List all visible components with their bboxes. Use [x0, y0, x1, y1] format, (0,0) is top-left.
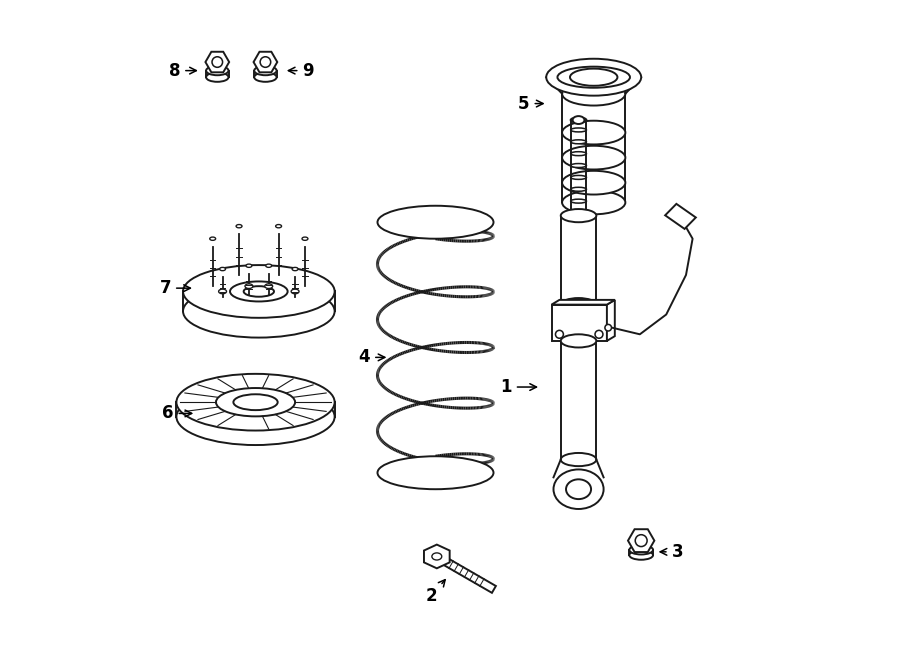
- Ellipse shape: [571, 140, 587, 144]
- Ellipse shape: [219, 289, 227, 294]
- Text: 7: 7: [159, 279, 191, 297]
- Ellipse shape: [206, 73, 229, 82]
- Text: 5: 5: [518, 95, 543, 113]
- Ellipse shape: [561, 453, 597, 466]
- Polygon shape: [552, 300, 615, 305]
- Polygon shape: [424, 545, 450, 568]
- Ellipse shape: [266, 264, 272, 267]
- Ellipse shape: [291, 289, 299, 294]
- Ellipse shape: [571, 199, 587, 203]
- Text: 6: 6: [162, 404, 192, 422]
- Ellipse shape: [562, 82, 626, 105]
- Ellipse shape: [275, 224, 282, 228]
- Ellipse shape: [302, 237, 308, 240]
- Circle shape: [555, 330, 563, 338]
- Ellipse shape: [210, 237, 216, 240]
- Ellipse shape: [292, 267, 298, 271]
- Ellipse shape: [571, 128, 587, 132]
- Text: 3: 3: [661, 543, 683, 561]
- Ellipse shape: [571, 164, 587, 167]
- Text: 4: 4: [358, 348, 385, 366]
- Ellipse shape: [571, 175, 587, 179]
- Ellipse shape: [571, 117, 587, 122]
- Ellipse shape: [557, 67, 630, 88]
- Ellipse shape: [233, 395, 278, 410]
- Ellipse shape: [432, 553, 442, 560]
- Ellipse shape: [183, 285, 335, 338]
- Ellipse shape: [244, 286, 274, 297]
- Circle shape: [605, 324, 611, 331]
- Ellipse shape: [254, 73, 276, 82]
- Ellipse shape: [546, 59, 641, 95]
- Circle shape: [595, 330, 603, 338]
- Ellipse shape: [265, 284, 273, 289]
- Polygon shape: [607, 300, 615, 341]
- Ellipse shape: [206, 66, 229, 75]
- Ellipse shape: [566, 479, 591, 499]
- Ellipse shape: [562, 191, 626, 214]
- Ellipse shape: [246, 264, 252, 267]
- Ellipse shape: [571, 152, 587, 156]
- Circle shape: [260, 57, 271, 68]
- Ellipse shape: [554, 469, 604, 509]
- Ellipse shape: [562, 171, 626, 195]
- Ellipse shape: [377, 206, 493, 239]
- Ellipse shape: [176, 389, 335, 445]
- FancyBboxPatch shape: [552, 305, 607, 341]
- Ellipse shape: [561, 334, 597, 348]
- Ellipse shape: [254, 66, 276, 75]
- Polygon shape: [435, 553, 496, 593]
- Ellipse shape: [220, 267, 226, 271]
- Ellipse shape: [562, 146, 626, 169]
- Ellipse shape: [570, 69, 617, 86]
- Ellipse shape: [562, 120, 626, 144]
- Ellipse shape: [561, 209, 597, 222]
- Circle shape: [212, 57, 222, 68]
- Circle shape: [635, 535, 647, 547]
- Ellipse shape: [216, 388, 295, 416]
- Ellipse shape: [629, 551, 653, 560]
- Text: 9: 9: [288, 62, 314, 79]
- Ellipse shape: [236, 224, 242, 228]
- Ellipse shape: [230, 281, 288, 301]
- Ellipse shape: [571, 187, 587, 191]
- Ellipse shape: [183, 265, 335, 318]
- Ellipse shape: [176, 374, 335, 430]
- Ellipse shape: [572, 116, 584, 124]
- Ellipse shape: [561, 298, 597, 311]
- Ellipse shape: [629, 545, 653, 555]
- Ellipse shape: [377, 456, 493, 489]
- Ellipse shape: [245, 284, 253, 289]
- Text: 2: 2: [426, 580, 446, 605]
- Polygon shape: [665, 204, 696, 229]
- Text: 1: 1: [500, 378, 536, 396]
- Text: 8: 8: [168, 62, 196, 79]
